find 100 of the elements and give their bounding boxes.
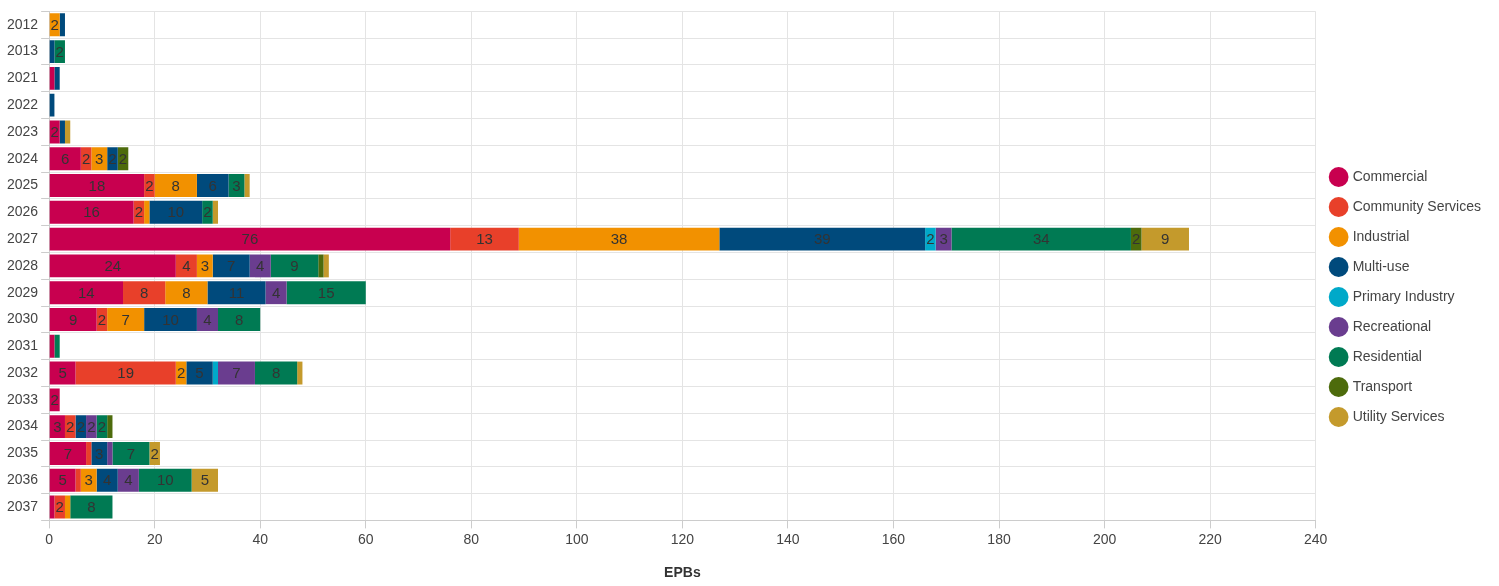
bar bbox=[49, 441, 87, 465]
data-label: 8 bbox=[271, 364, 281, 382]
bar bbox=[144, 308, 197, 331]
x-tick-label: 160 bbox=[881, 530, 906, 547]
legend-label: Residential bbox=[1352, 347, 1422, 364]
y-tick-label: 2032 bbox=[6, 363, 39, 380]
bar bbox=[49, 281, 124, 305]
legend-label: Multi-use bbox=[1352, 257, 1410, 274]
data-label: 2 bbox=[145, 176, 154, 194]
data-label: 2 bbox=[50, 123, 59, 141]
data-label: 2 bbox=[926, 230, 935, 248]
y-tick-label: 2024 bbox=[6, 149, 39, 166]
data-label: 13 bbox=[476, 230, 493, 248]
bar bbox=[270, 254, 319, 278]
y-tick-label: 2027 bbox=[6, 229, 39, 246]
bar bbox=[318, 254, 324, 278]
bar bbox=[212, 361, 219, 385]
data-label: 2 bbox=[150, 444, 159, 462]
data-label: 38 bbox=[610, 230, 628, 248]
data-label: 7 bbox=[227, 257, 236, 275]
bar bbox=[207, 281, 266, 305]
bar bbox=[165, 281, 208, 305]
legend-label: Community Services bbox=[1352, 197, 1482, 214]
data-label: 15 bbox=[317, 283, 335, 301]
data-label: 2 bbox=[203, 203, 212, 221]
data-label: 9 bbox=[290, 257, 299, 275]
data-label: 5 bbox=[195, 364, 204, 382]
data-label: 2 bbox=[55, 498, 64, 516]
bar bbox=[49, 308, 97, 331]
bar bbox=[175, 254, 197, 278]
data-label: 16 bbox=[83, 203, 100, 221]
bar bbox=[186, 361, 213, 385]
bar bbox=[49, 147, 81, 171]
data-label: 7 bbox=[63, 444, 73, 462]
bar bbox=[191, 468, 219, 492]
bar bbox=[49, 254, 176, 278]
bar bbox=[49, 468, 76, 492]
y-tick-label: 2030 bbox=[6, 310, 39, 327]
y-tick-label: 2013 bbox=[6, 42, 39, 59]
legend-label: Transport bbox=[1352, 377, 1413, 394]
y-tick-label: 2023 bbox=[6, 122, 39, 139]
data-label: 3 bbox=[95, 444, 104, 462]
bar bbox=[54, 66, 60, 90]
data-label: 10 bbox=[156, 471, 174, 489]
y-tick-label: 2037 bbox=[6, 497, 39, 514]
data-label: 5 bbox=[200, 471, 209, 489]
x-tick-label: 20 bbox=[146, 530, 163, 547]
data-label: 3 bbox=[95, 149, 104, 167]
bar bbox=[75, 468, 81, 492]
data-label: 2 bbox=[76, 417, 85, 435]
bar bbox=[49, 227, 451, 251]
bar bbox=[297, 361, 303, 385]
data-label: 39 bbox=[813, 230, 831, 248]
x-tick-label: 180 bbox=[987, 530, 1011, 547]
bar bbox=[144, 200, 150, 224]
x-tick-label: 0 bbox=[45, 530, 54, 547]
bar bbox=[951, 227, 1131, 251]
data-label: 2 bbox=[97, 310, 107, 328]
bar bbox=[107, 415, 113, 439]
data-label: 2 bbox=[108, 149, 117, 167]
bar bbox=[149, 200, 203, 224]
data-label: 2 bbox=[81, 149, 91, 167]
data-label: 34 bbox=[1032, 230, 1050, 248]
y-tick-label: 2022 bbox=[6, 96, 39, 113]
data-label: 11 bbox=[228, 283, 245, 301]
legend-label: Recreational bbox=[1352, 317, 1432, 334]
bar bbox=[1141, 227, 1189, 251]
data-label: 3 bbox=[200, 257, 209, 275]
data-label: 2 bbox=[176, 364, 186, 382]
y-tick-label: 2012 bbox=[6, 15, 39, 32]
bar bbox=[212, 254, 250, 278]
data-label: 3 bbox=[232, 176, 241, 194]
bar bbox=[49, 174, 145, 197]
bar bbox=[96, 468, 118, 492]
data-label: 10 bbox=[162, 310, 179, 328]
bar bbox=[59, 120, 65, 144]
bar bbox=[59, 13, 65, 37]
data-label: 4 bbox=[103, 471, 112, 489]
bar bbox=[518, 227, 720, 251]
data-label: 2 bbox=[97, 417, 107, 435]
data-label: 4 bbox=[124, 471, 133, 489]
data-label: 8 bbox=[182, 283, 191, 301]
data-label: 9 bbox=[1161, 230, 1170, 248]
bar bbox=[75, 361, 176, 385]
data-label: 7 bbox=[232, 364, 241, 382]
y-tick-label: 2029 bbox=[6, 283, 39, 300]
data-label: 5 bbox=[58, 471, 67, 489]
x-tick-label: 80 bbox=[463, 530, 480, 547]
bar bbox=[54, 334, 60, 358]
x-tick-label: 200 bbox=[1092, 530, 1117, 547]
data-label: 2 bbox=[66, 417, 75, 435]
data-label: 4 bbox=[203, 310, 212, 328]
x-axis-title: EPBs bbox=[664, 564, 701, 581]
bar bbox=[107, 441, 113, 465]
data-label: 2 bbox=[87, 417, 96, 435]
bar bbox=[117, 468, 139, 492]
bar bbox=[244, 174, 250, 197]
data-label: 14 bbox=[77, 283, 95, 301]
data-label: 2 bbox=[118, 149, 128, 167]
bar bbox=[86, 441, 92, 465]
